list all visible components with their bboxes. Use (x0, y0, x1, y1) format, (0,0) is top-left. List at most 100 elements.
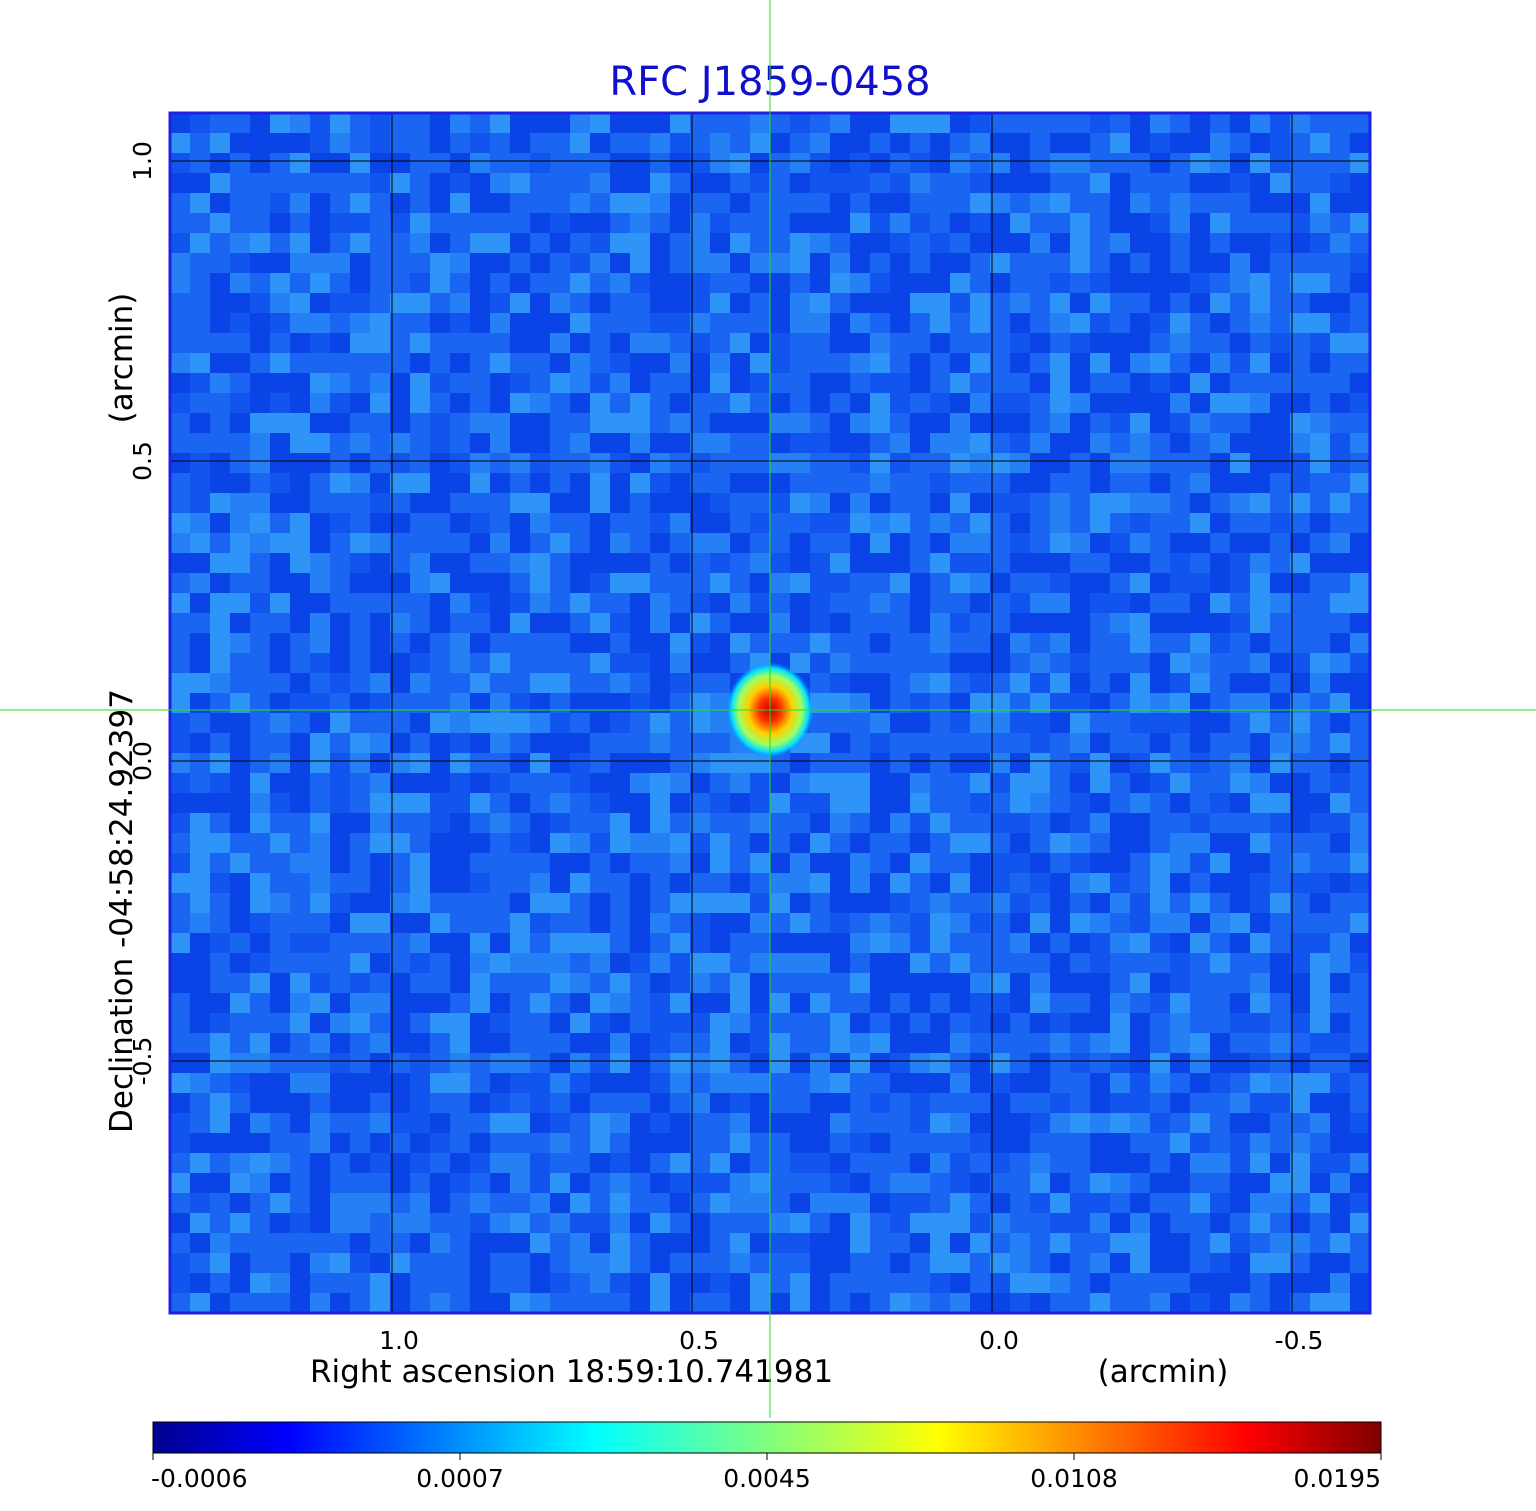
noise-cell (750, 333, 770, 353)
noise-cell (670, 273, 690, 293)
noise-cell (530, 993, 550, 1013)
noise-cell (930, 1213, 950, 1233)
noise-cell (910, 1113, 930, 1133)
noise-cell (650, 953, 670, 973)
noise-cell (1130, 213, 1150, 233)
noise-cell (910, 1193, 930, 1213)
noise-cell (410, 713, 430, 733)
noise-cell (930, 1273, 950, 1293)
noise-cell (1150, 373, 1170, 393)
noise-cell (550, 1213, 570, 1233)
noise-cell (890, 233, 910, 253)
noise-cell (590, 413, 610, 433)
noise-cell (670, 433, 690, 453)
noise-cell (690, 433, 710, 453)
noise-cell (350, 153, 370, 173)
noise-cell (610, 1213, 630, 1233)
noise-cell (950, 293, 970, 313)
noise-cell (670, 133, 690, 153)
noise-cell (870, 793, 890, 813)
noise-cell (890, 313, 910, 333)
noise-cell (990, 253, 1010, 273)
noise-cell (1030, 933, 1050, 953)
noise-cell (430, 1133, 450, 1153)
noise-cell (590, 833, 610, 853)
noise-cell (1250, 853, 1270, 873)
noise-cell (570, 773, 590, 793)
noise-cell (1250, 313, 1270, 333)
noise-cell (1330, 653, 1350, 673)
noise-cell (1190, 593, 1210, 613)
noise-cell (1210, 513, 1230, 533)
noise-cell (170, 673, 190, 693)
noise-cell (170, 1173, 190, 1193)
noise-cell (1110, 1173, 1130, 1193)
noise-cell (470, 673, 490, 693)
noise-cell (970, 1233, 990, 1253)
noise-cell (430, 453, 450, 473)
noise-cell (1230, 533, 1250, 553)
noise-cell (590, 293, 610, 313)
noise-cell (250, 493, 270, 513)
noise-cell (510, 273, 530, 293)
noise-cell (1130, 833, 1150, 853)
noise-cell (1330, 933, 1350, 953)
noise-cell (670, 153, 690, 173)
noise-cell (1090, 733, 1110, 753)
noise-cell (950, 433, 970, 453)
noise-cell (750, 1033, 770, 1053)
noise-cell (630, 793, 650, 813)
noise-cell (990, 233, 1010, 253)
noise-cell (1110, 413, 1130, 433)
noise-cell (690, 1233, 710, 1253)
noise-cell (1130, 313, 1150, 333)
noise-cell (610, 1013, 630, 1033)
noise-cell (850, 273, 870, 293)
noise-cell (1110, 893, 1130, 913)
noise-cell (590, 533, 610, 553)
noise-cell (450, 553, 470, 573)
noise-cell (730, 913, 750, 933)
noise-cell (290, 333, 310, 353)
noise-cell (230, 633, 250, 653)
noise-cell (490, 313, 510, 333)
noise-cell (570, 933, 590, 953)
noise-cell (1010, 433, 1030, 453)
noise-cell (330, 853, 350, 873)
noise-cell (1050, 573, 1070, 593)
noise-cell (1130, 1233, 1150, 1253)
noise-cell (1090, 1093, 1110, 1113)
noise-cell (870, 493, 890, 513)
noise-cell (930, 1233, 950, 1253)
noise-cell (350, 913, 370, 933)
noise-cell (1350, 333, 1370, 353)
noise-cell (210, 1233, 230, 1253)
noise-cell (1090, 893, 1110, 913)
noise-cell (390, 153, 410, 173)
noise-cell (650, 1213, 670, 1233)
noise-cell (650, 673, 670, 693)
noise-cell (610, 793, 630, 813)
noise-cell (670, 293, 690, 313)
noise-cell (1130, 113, 1150, 133)
noise-cell (510, 133, 530, 153)
noise-cell (1110, 1113, 1130, 1133)
noise-cell (550, 893, 570, 913)
noise-cell (230, 493, 250, 513)
noise-cell (170, 513, 190, 533)
noise-cell (730, 333, 750, 353)
noise-cell (870, 1093, 890, 1113)
noise-cell (1210, 1273, 1230, 1293)
noise-cell (750, 373, 770, 393)
noise-cell (310, 853, 330, 873)
noise-cell (650, 313, 670, 333)
noise-cell (430, 753, 450, 773)
noise-cell (1030, 553, 1050, 573)
noise-cell (730, 293, 750, 313)
noise-cell (1210, 433, 1230, 453)
noise-cell (250, 1113, 270, 1133)
noise-cell (390, 573, 410, 593)
noise-cell (970, 833, 990, 853)
noise-cell (910, 833, 930, 853)
noise-cell (250, 593, 270, 613)
